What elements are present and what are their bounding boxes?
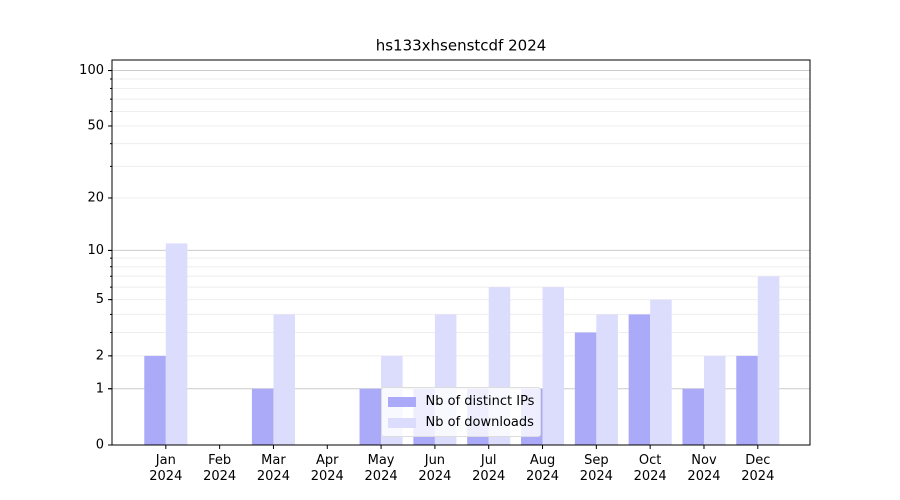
bar [144, 355, 166, 445]
y-tick-label: 20 [87, 190, 104, 205]
y-tick-label: 5 [96, 292, 104, 307]
bar [165, 243, 188, 445]
bar [757, 276, 780, 445]
bar [596, 314, 618, 445]
bar [359, 388, 382, 445]
legend-item: Nb of downloads [387, 412, 535, 433]
x-tick-label: Aug 2024 [525, 453, 560, 484]
x-tick-label: Mar 2024 [256, 453, 290, 484]
x-tick-label: Dec 2024 [741, 453, 775, 484]
bar [682, 388, 704, 445]
bar [574, 332, 597, 445]
chart-title: hs133xhsenstcdf 2024 [376, 37, 547, 55]
y-tick-label: 10 [87, 243, 104, 258]
bar [628, 314, 651, 445]
x-tick-label: Jan 2024 [149, 453, 183, 484]
bar [736, 355, 758, 445]
x-tick-label: Sep 2024 [579, 453, 613, 484]
bar [251, 388, 274, 445]
legend-swatch [387, 417, 416, 428]
x-tick-label: Jun 2024 [418, 453, 452, 484]
bar [273, 314, 295, 445]
bar [703, 355, 726, 445]
y-tick-label: 100 [79, 63, 104, 78]
x-tick-label: Apr 2024 [310, 453, 344, 484]
x-tick-label: Feb 2024 [203, 453, 237, 484]
bar [542, 287, 565, 445]
x-tick-label: May 2024 [364, 453, 398, 484]
y-tick-label: 0 [96, 438, 104, 453]
legend: Nb of distinct IPs Nb of downloads [380, 387, 542, 437]
y-tick-label: 2 [96, 348, 104, 363]
bar [650, 299, 672, 445]
y-tick-label: 50 [87, 118, 104, 133]
x-tick-label: Oct 2024 [633, 453, 667, 484]
legend-swatch [387, 396, 416, 407]
legend-item: Nb of distinct IPs [387, 391, 535, 412]
y-tick-label: 1 [96, 381, 104, 396]
legend-label: Nb of downloads [425, 415, 534, 430]
x-tick-label: Jul 2024 [472, 453, 506, 484]
plot-frame [111, 59, 811, 446]
legend-label: Nb of distinct IPs [425, 394, 535, 409]
x-tick-label: Nov 2024 [687, 453, 721, 484]
